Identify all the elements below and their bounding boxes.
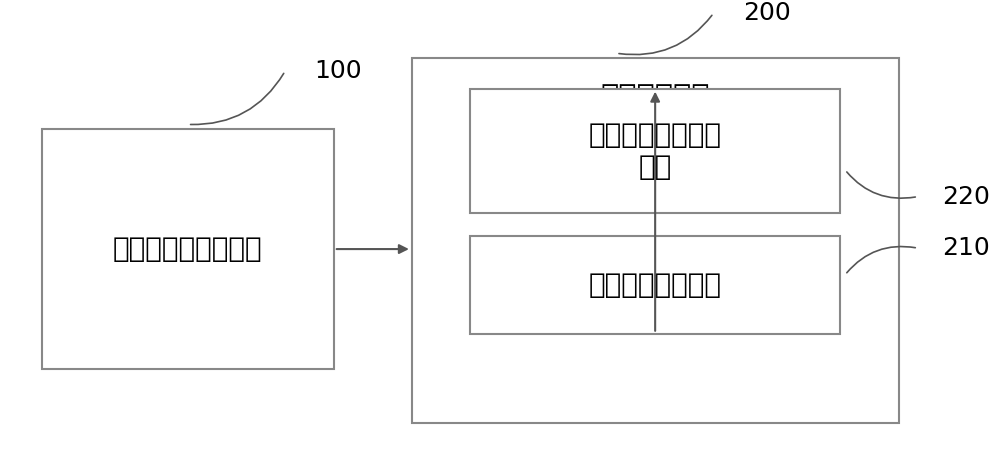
- Bar: [470, 236, 840, 334]
- Text: 200: 200: [743, 1, 791, 25]
- Text: 100: 100: [314, 59, 362, 83]
- Bar: [42, 129, 334, 369]
- Text: 数据采集和处理电路: 数据采集和处理电路: [113, 235, 263, 263]
- Text: 220: 220: [942, 185, 990, 209]
- Text: 基准电流生成电路: 基准电流生成电路: [589, 271, 722, 299]
- Text: 恒流驱动电路: 恒流驱动电路: [600, 83, 710, 112]
- Bar: [412, 58, 899, 423]
- Bar: [470, 89, 840, 213]
- Text: 210: 210: [942, 236, 990, 260]
- Text: 基准参考电流生成
电路: 基准参考电流生成 电路: [589, 121, 722, 181]
